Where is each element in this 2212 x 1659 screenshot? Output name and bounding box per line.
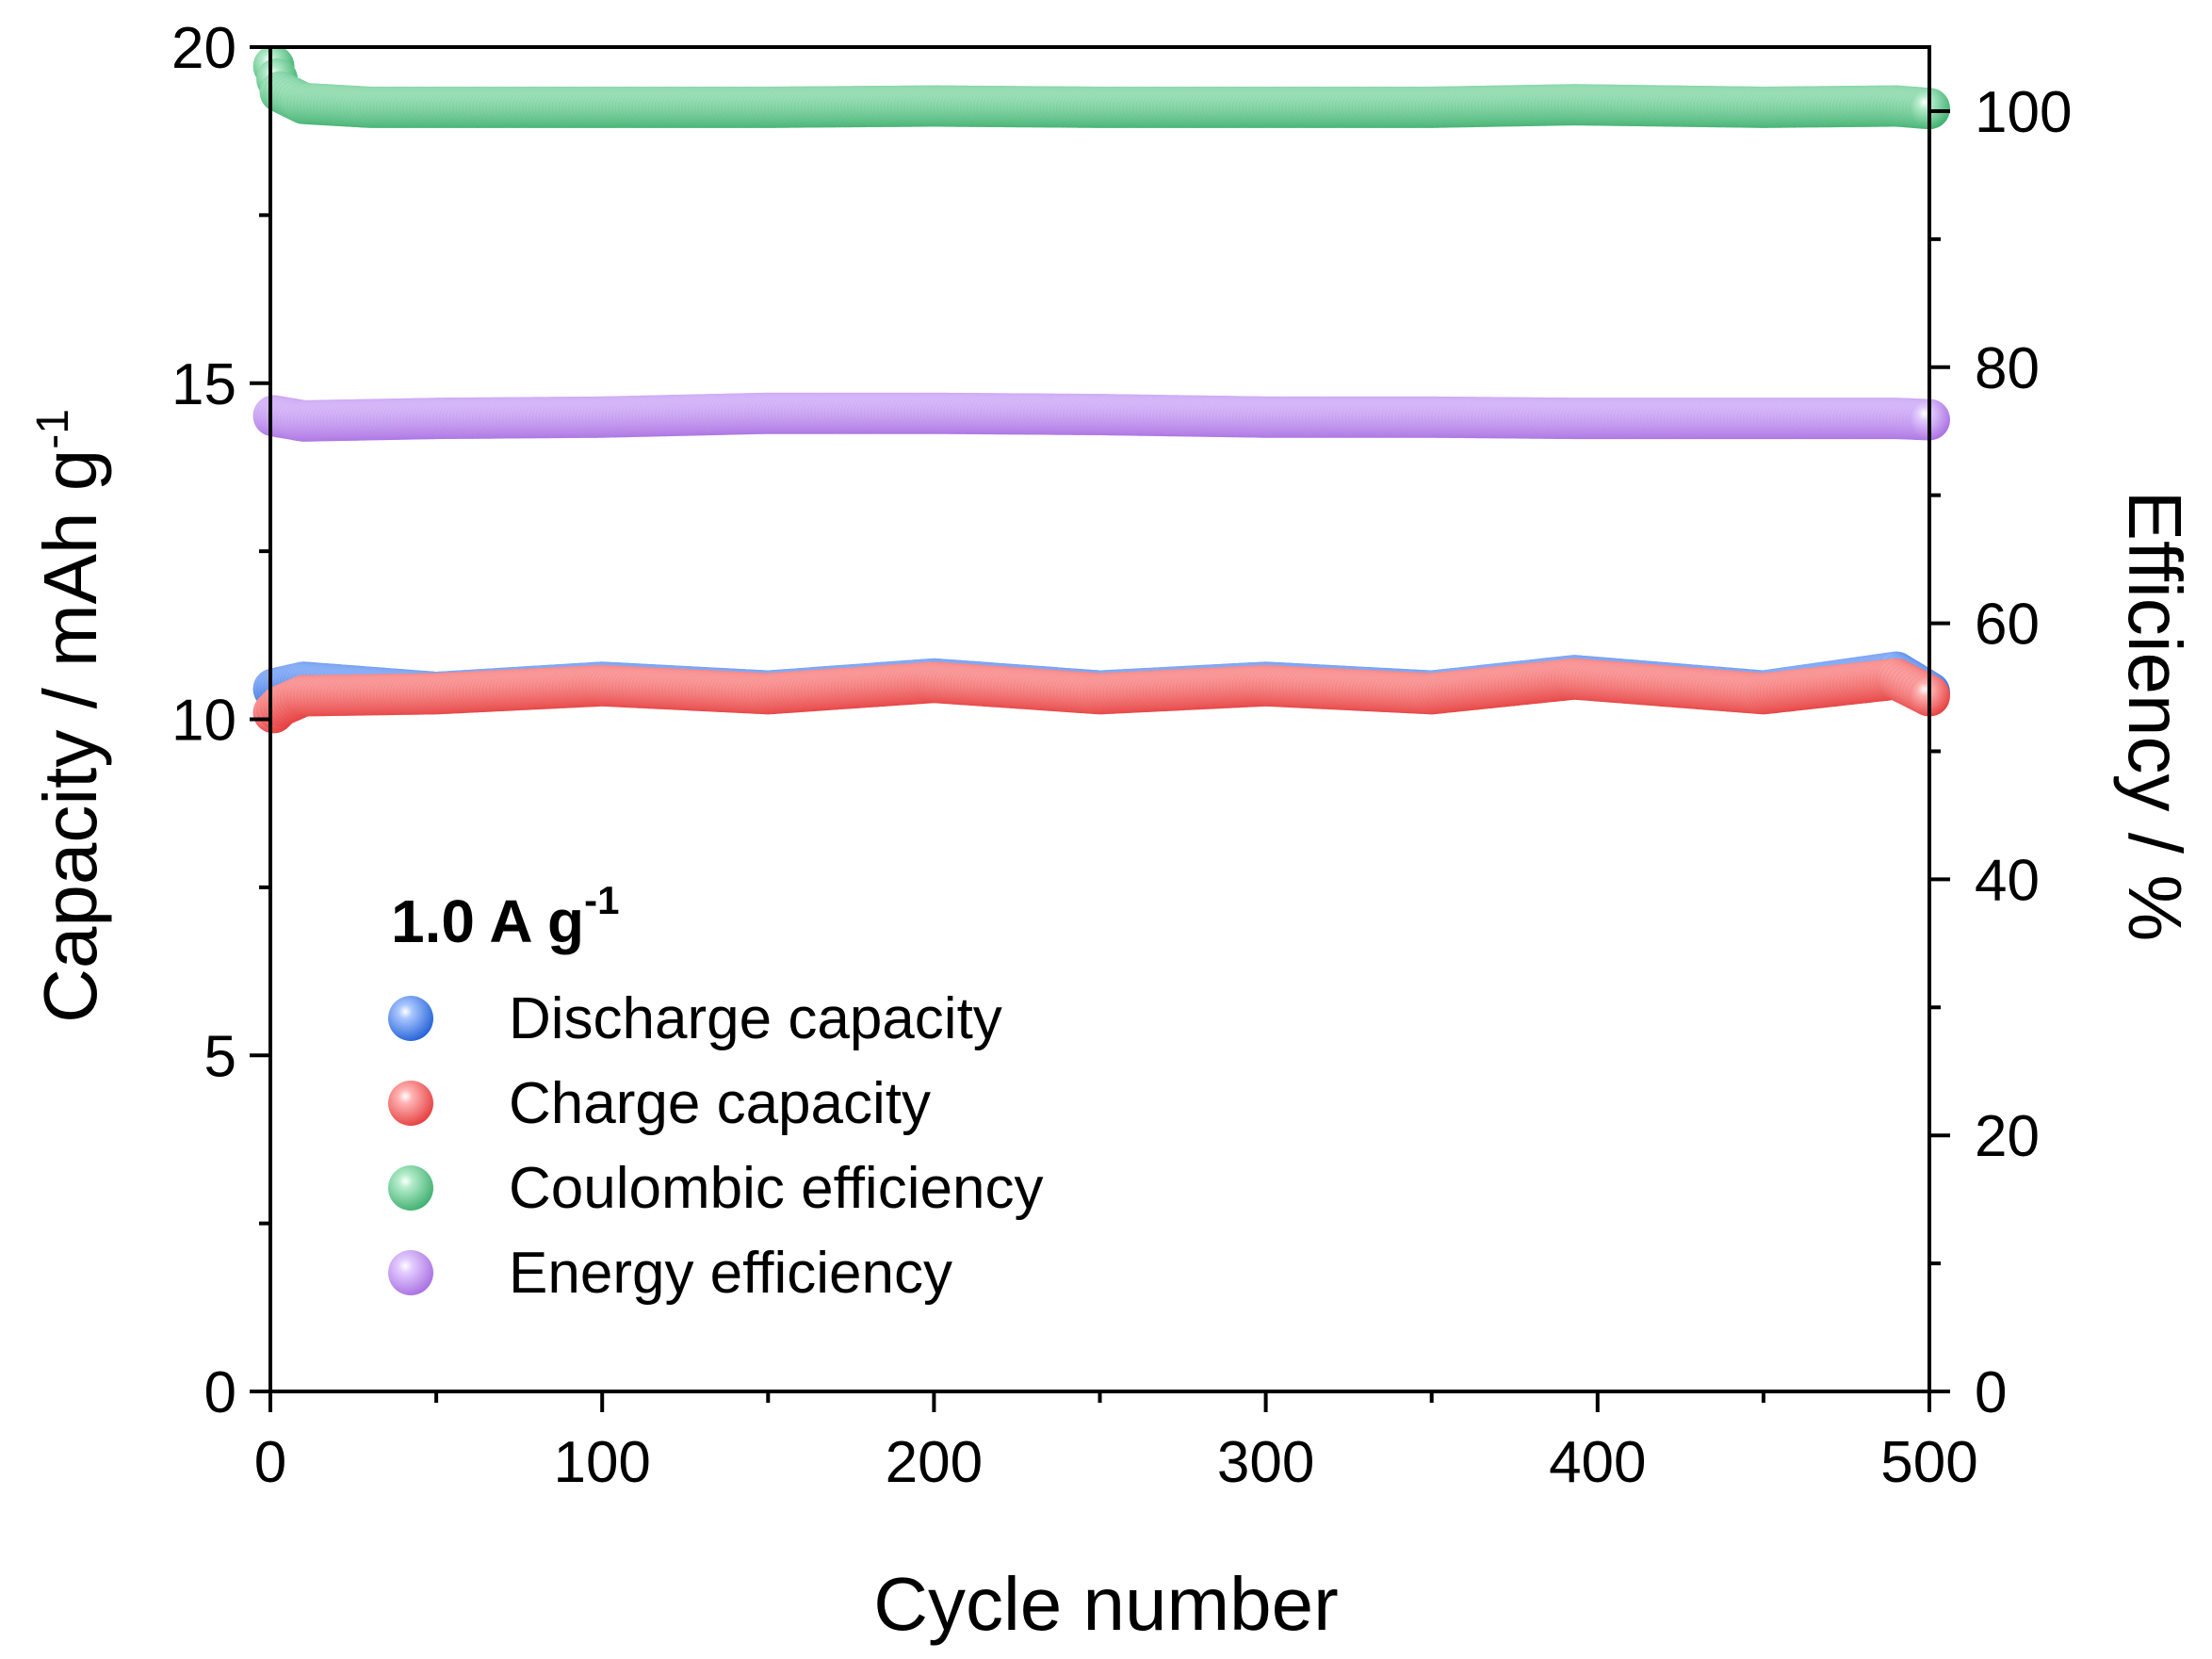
legend-title-main: 1.0 A g <box>391 887 584 955</box>
y2-tick-label: 0 <box>1975 1360 2007 1425</box>
legend-marker-discharge <box>388 996 433 1041</box>
x-tick-label: 0 <box>254 1430 286 1495</box>
series-layer <box>252 45 1950 734</box>
x-axis-title: Cycle number <box>873 1562 1339 1646</box>
y-axis-title-main: Capacity / mAh g <box>28 449 112 1023</box>
legend-label-energy: Energy efficiency <box>509 1241 952 1306</box>
x-tick-label: 100 <box>553 1430 650 1495</box>
y-tick-label: 20 <box>171 16 236 81</box>
legend-label-discharge: Discharge capacity <box>509 986 1002 1051</box>
y2-tick-label: 100 <box>1975 80 2072 145</box>
y-tick-label: 15 <box>171 352 236 417</box>
y2-tick-label: 80 <box>1975 336 2040 401</box>
y2-axis-title: Efficiency / % <box>2113 491 2197 942</box>
legend-marker-energy <box>388 1250 433 1295</box>
legend: 1.0 A g-1 Discharge capacity Charge capa… <box>388 878 1043 1306</box>
x-tick-label: 200 <box>886 1430 983 1495</box>
y-tick-label: 0 <box>204 1360 236 1425</box>
x-tick-label: 500 <box>1880 1430 1977 1495</box>
legend-marker-coulombic <box>388 1165 433 1211</box>
y-axis-title: Capacity / mAh g-1 <box>28 409 112 1023</box>
series-charge <box>252 658 1950 734</box>
x-tick-label: 300 <box>1217 1430 1314 1495</box>
legend-title-superscript: -1 <box>584 878 619 922</box>
legend-label-charge: Charge capacity <box>509 1071 931 1136</box>
legend-label-coulombic: Coulombic efficiency <box>509 1156 1043 1221</box>
y2-tick-label: 60 <box>1975 593 2040 658</box>
legend-marker-charge <box>388 1081 433 1126</box>
y2-tick-label: 20 <box>1975 1104 2040 1169</box>
y-tick-label: 10 <box>171 689 236 754</box>
y-axis-title-superscript: -1 <box>28 409 78 449</box>
series-energy <box>252 392 1950 442</box>
legend-title: 1.0 A g-1 <box>391 878 619 955</box>
x-tick-label: 400 <box>1549 1430 1646 1495</box>
series-coulombic <box>252 45 1950 130</box>
y2-tick-label: 40 <box>1975 848 2040 913</box>
y-tick-label: 5 <box>204 1024 236 1089</box>
